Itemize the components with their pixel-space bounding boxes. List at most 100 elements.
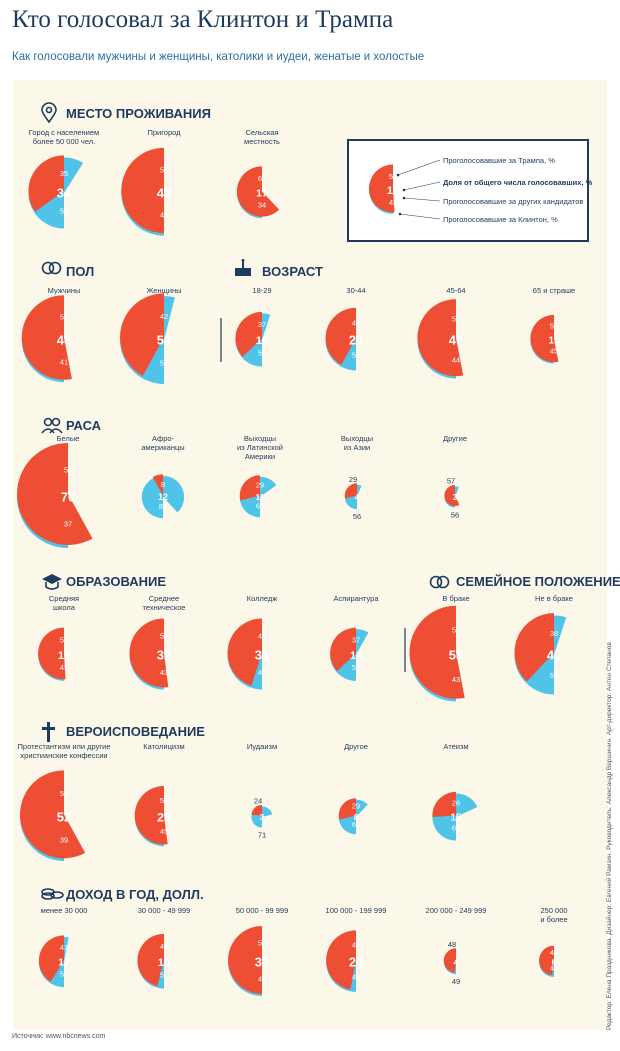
legend-trump-slice bbox=[368, 164, 395, 213]
location-pin-icon bbox=[41, 102, 57, 124]
legend-leader-line bbox=[403, 197, 441, 202]
share-value: 11 bbox=[256, 492, 265, 502]
share-value: 19 bbox=[158, 957, 170, 969]
category-label-line: техническое bbox=[143, 603, 186, 612]
section-title: СЕМЕЙНОЕ ПОЛОЖЕНИЕ bbox=[456, 574, 620, 589]
section-title: ДОХОД В ГОД, ДОЛЛ. bbox=[66, 887, 204, 902]
category-label-line: 100 000 - 199 999 bbox=[326, 906, 387, 915]
category-label-line: Пригород bbox=[147, 128, 181, 137]
trump-value: 29 bbox=[352, 802, 360, 811]
category-label-line: 65 и страше bbox=[533, 286, 575, 295]
share-value: 31 bbox=[255, 955, 269, 970]
category-label: 30-44 bbox=[346, 286, 365, 295]
trump-slice bbox=[239, 475, 260, 501]
category-label-line: Америки bbox=[245, 452, 275, 461]
share-value: 25 bbox=[349, 332, 363, 347]
trump-value: 48 bbox=[448, 940, 456, 949]
clinton-value: 50 bbox=[352, 351, 360, 360]
pie-group: Мужчины 53 48 41 bbox=[21, 286, 81, 383]
category-label-line: из Латинской bbox=[237, 443, 283, 452]
trump-value: 57 bbox=[447, 476, 455, 485]
share-value: 15 bbox=[548, 335, 560, 346]
share-value: 15 bbox=[450, 812, 462, 823]
category-label: Женщины bbox=[146, 286, 181, 295]
trump-value: 35 bbox=[60, 169, 68, 178]
trump-slice bbox=[514, 613, 554, 682]
category-label-line: 18-29 bbox=[252, 286, 271, 295]
cake-icon bbox=[235, 259, 251, 276]
section-residence: МЕСТО ПРОЖИВАНИЯ Город с населением более … bbox=[28, 102, 280, 236]
trump-slice bbox=[121, 147, 164, 234]
page-title: Кто голосовал за Клинтон и Трампа bbox=[12, 6, 394, 33]
category-label-line: 50 000 - 99 999 bbox=[236, 906, 289, 915]
clinton-slice bbox=[141, 475, 185, 519]
category-label-line: из Азии bbox=[344, 443, 371, 452]
trump-value: 47 bbox=[352, 941, 360, 950]
category-label-line: Город с населением bbox=[29, 128, 99, 137]
clinton-value: 65 bbox=[256, 502, 264, 511]
trump-slice bbox=[409, 605, 465, 699]
section-title: РАСА bbox=[66, 418, 102, 433]
category-label: менее 30 000 bbox=[41, 906, 88, 915]
category-label-line: менее 30 000 bbox=[41, 906, 88, 915]
clinton-value: 43 bbox=[452, 675, 460, 684]
category-label-line: Выходцы bbox=[341, 434, 373, 443]
clinton-value: 46 bbox=[258, 975, 266, 984]
section-title: ВЕРОИСПОВЕДАНИЕ bbox=[66, 724, 205, 739]
section-marital: СЕМЕЙНОЕ ПОЛОЖЕНИЕ В браке 53 58 43 Не в брак… bbox=[409, 574, 620, 702]
clinton-value: 88 bbox=[159, 502, 167, 511]
category-label: Другое bbox=[344, 742, 368, 751]
clinton-value: 45 bbox=[160, 211, 168, 220]
trump-slice bbox=[152, 474, 163, 496]
trump-value: 29 bbox=[256, 480, 264, 489]
category-label: В браке bbox=[442, 594, 469, 603]
trump-slice bbox=[137, 933, 164, 987]
category-label: Не в браке bbox=[535, 594, 573, 603]
category-label: Мужчины bbox=[48, 286, 81, 295]
trump-value: 29 bbox=[349, 475, 357, 484]
trump-slice bbox=[235, 311, 262, 357]
category-label: Протестантизм или другие христианские кон… bbox=[18, 742, 111, 760]
share-value: 3 bbox=[453, 493, 458, 502]
clinton-value: 58 bbox=[352, 663, 360, 672]
trump-value: 53 bbox=[550, 322, 558, 331]
legend-entry: Доля от общего числа голосовавших, % bbox=[443, 178, 593, 187]
legend-entry: Проголосовавшие за Клинтон, % bbox=[443, 215, 558, 224]
share-value: 19 bbox=[256, 335, 268, 347]
pie-group: Не в браке 38 42 55 bbox=[514, 594, 573, 695]
share-value: 17 bbox=[58, 957, 70, 969]
category-label: 100 000 - 199 999 bbox=[326, 906, 387, 915]
share-value: 42 bbox=[547, 648, 561, 663]
trump-value: 53 bbox=[452, 314, 460, 323]
trump-slice bbox=[530, 314, 559, 363]
clinton-value: 39 bbox=[60, 835, 68, 844]
rings-icon bbox=[41, 261, 62, 275]
share-value: 4 bbox=[355, 493, 360, 502]
clinton-value: 54 bbox=[160, 358, 168, 367]
legend-share-value: 18 bbox=[387, 185, 399, 197]
clinton-value: 55 bbox=[550, 671, 558, 680]
trump-value: 8 bbox=[161, 480, 165, 489]
category-label: Колледж bbox=[247, 594, 278, 603]
share-value: 12 bbox=[158, 492, 168, 502]
trump-slice bbox=[20, 770, 86, 859]
pie-group: 45-64 53 40 44 bbox=[417, 286, 466, 379]
pie-group: Протестантизм или другие христианские кон… bbox=[18, 742, 111, 861]
pie-group: 100 000 - 199 999 47 24 48 bbox=[326, 906, 387, 992]
section-gender: ПОЛ Мужчины 53 48 41 Женщины 42 52 54 bbox=[21, 261, 182, 384]
legend-leader-dot bbox=[398, 212, 402, 216]
trump-slice bbox=[251, 804, 262, 816]
trump-slice bbox=[325, 307, 356, 365]
clinton-value: 46 bbox=[550, 964, 558, 973]
graduation-cap-icon bbox=[42, 574, 62, 590]
trump-slice bbox=[16, 442, 93, 545]
clinton-value: 41 bbox=[60, 357, 68, 366]
legend-leader-line bbox=[397, 159, 441, 176]
section-title: ПОЛ bbox=[66, 264, 94, 279]
trump-slice bbox=[444, 484, 460, 507]
